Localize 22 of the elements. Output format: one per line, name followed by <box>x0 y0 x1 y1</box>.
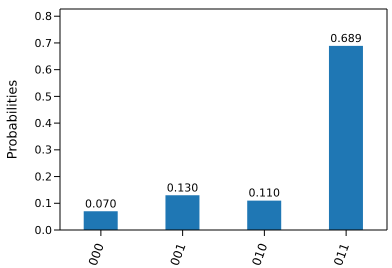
data-label: 0.070 <box>84 197 116 210</box>
bar <box>84 211 118 230</box>
bar <box>165 195 200 230</box>
y-tick-label: 0.7 <box>34 36 52 50</box>
y-tick-label: 0.6 <box>34 64 52 77</box>
y-tick-label: 0.3 <box>34 144 52 157</box>
x-tick-label: 010 <box>249 241 270 268</box>
x-tick-label: 001 <box>168 241 189 268</box>
y-tick-label: 0.1 <box>34 197 52 210</box>
y-tick-label: 0.4 <box>34 117 52 130</box>
y-axis-title: Probabilities <box>6 80 21 160</box>
y-tick-label: 0.0 <box>34 224 52 237</box>
y-tick-label: 0.2 <box>34 170 52 184</box>
x-tick-label: 000 <box>86 241 107 268</box>
y-tick-label: 0.5 <box>34 90 52 104</box>
y-tick-label: 0.8 <box>34 10 52 24</box>
data-label: 0.110 <box>248 186 280 200</box>
bar <box>247 200 282 230</box>
bar <box>328 46 363 230</box>
data-label: 0.130 <box>166 181 198 194</box>
x-tick-label: 011 <box>331 241 352 268</box>
data-label: 0.689 <box>330 32 362 45</box>
